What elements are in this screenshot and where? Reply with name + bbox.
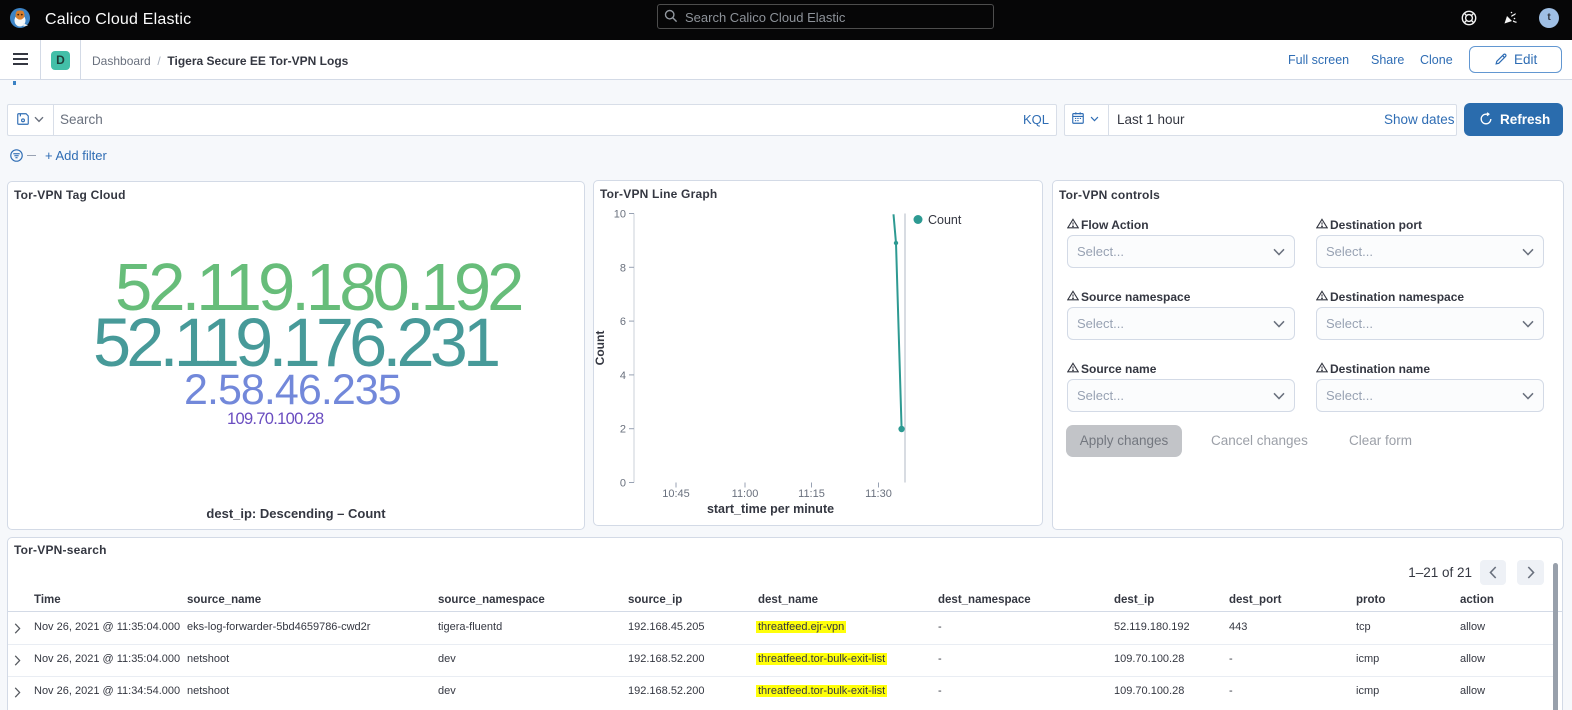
svg-text:11:00: 11:00 [732, 488, 759, 500]
svg-text:start_time per minute: start_time per minute [707, 502, 834, 516]
svg-text:10:45: 10:45 [662, 488, 690, 500]
svg-text:4: 4 [620, 370, 626, 382]
svg-text:0: 0 [620, 478, 626, 490]
svg-text:10: 10 [614, 209, 626, 221]
svg-text:8: 8 [620, 262, 626, 274]
svg-text:Count: Count [593, 331, 607, 366]
svg-text:6: 6 [620, 316, 626, 328]
svg-text:11:30: 11:30 [865, 488, 892, 500]
svg-text:11:15: 11:15 [798, 488, 825, 500]
svg-text:Count: Count [928, 213, 962, 227]
svg-text:2: 2 [620, 424, 626, 436]
